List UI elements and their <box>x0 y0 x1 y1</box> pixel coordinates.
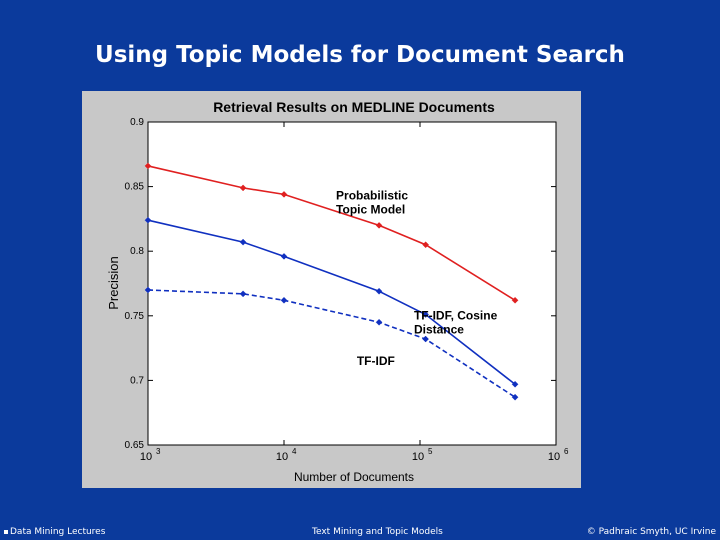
figure-panel: Retrieval Results on MEDLINE Documents 0… <box>82 91 581 488</box>
x-tick-exponent: 5 <box>428 447 433 456</box>
series-label: Probabilistic <box>336 189 408 203</box>
plot-area <box>147 121 557 446</box>
data-point <box>239 238 247 246</box>
footer-left: Data Mining Lectures <box>4 527 105 537</box>
x-axis-label: Number of Documents <box>294 470 414 484</box>
y-tick-label: 0.8 <box>130 246 144 257</box>
data-point <box>375 222 383 229</box>
data-point <box>511 393 519 401</box>
data-point <box>239 184 247 192</box>
series-line <box>147 219 516 385</box>
series-lines <box>144 162 519 401</box>
x-tick-label: 10 <box>412 451 424 463</box>
y-axis-label: Precision <box>106 256 121 309</box>
x-tick-label: 10 <box>548 451 560 463</box>
bullet-icon <box>4 529 8 534</box>
data-point <box>280 190 288 198</box>
footer-right: © Padhraic Smyth, UC Irvine <box>586 527 716 537</box>
chart-title: Retrieval Results on MEDLINE Documents <box>213 99 495 115</box>
x-tick-exponent: 6 <box>564 447 569 456</box>
y-tick-label: 0.9 <box>130 117 144 128</box>
data-point <box>511 380 519 388</box>
series-line <box>147 165 516 301</box>
footer-left-text: Data Mining Lectures <box>10 527 106 537</box>
x-tick-exponent: 4 <box>292 447 297 456</box>
y-tick-label: 0.75 <box>125 311 145 322</box>
data-point <box>280 296 288 304</box>
x-tick-label: 10 <box>276 451 288 463</box>
data-point <box>144 162 152 170</box>
data-point <box>144 286 152 294</box>
x-tick-exponent: 3 <box>156 447 161 456</box>
x-tick-label: 10 <box>140 451 152 463</box>
data-point <box>422 335 429 343</box>
data-point <box>375 318 383 326</box>
slide-title: Using Topic Models for Document Search <box>95 42 625 68</box>
data-point <box>280 253 288 260</box>
series-label: Topic Model <box>336 203 405 217</box>
y-tick-label: 0.7 <box>130 375 144 386</box>
series-label: Distance <box>414 323 464 337</box>
series-label: TF-IDF <box>357 354 395 368</box>
footer-center: Text Mining and Topic Models <box>312 527 443 537</box>
series-label: TF-IDF, Cosine <box>414 309 498 323</box>
axis-ticks: 0.65 0.7 0.75 0.8 0.85 0.9 10 3 10 4 10 5 10 6 <box>125 117 569 463</box>
series-line <box>147 289 516 398</box>
data-point <box>422 311 429 318</box>
data-point <box>144 216 152 224</box>
y-tick-label: 0.65 <box>125 440 145 451</box>
data-point <box>511 296 519 304</box>
data-point <box>422 241 429 249</box>
data-point <box>239 290 247 298</box>
y-tick-label: 0.85 <box>125 182 145 193</box>
precision-chart: Retrieval Results on MEDLINE Documents 0… <box>106 99 569 484</box>
data-point <box>375 287 383 295</box>
